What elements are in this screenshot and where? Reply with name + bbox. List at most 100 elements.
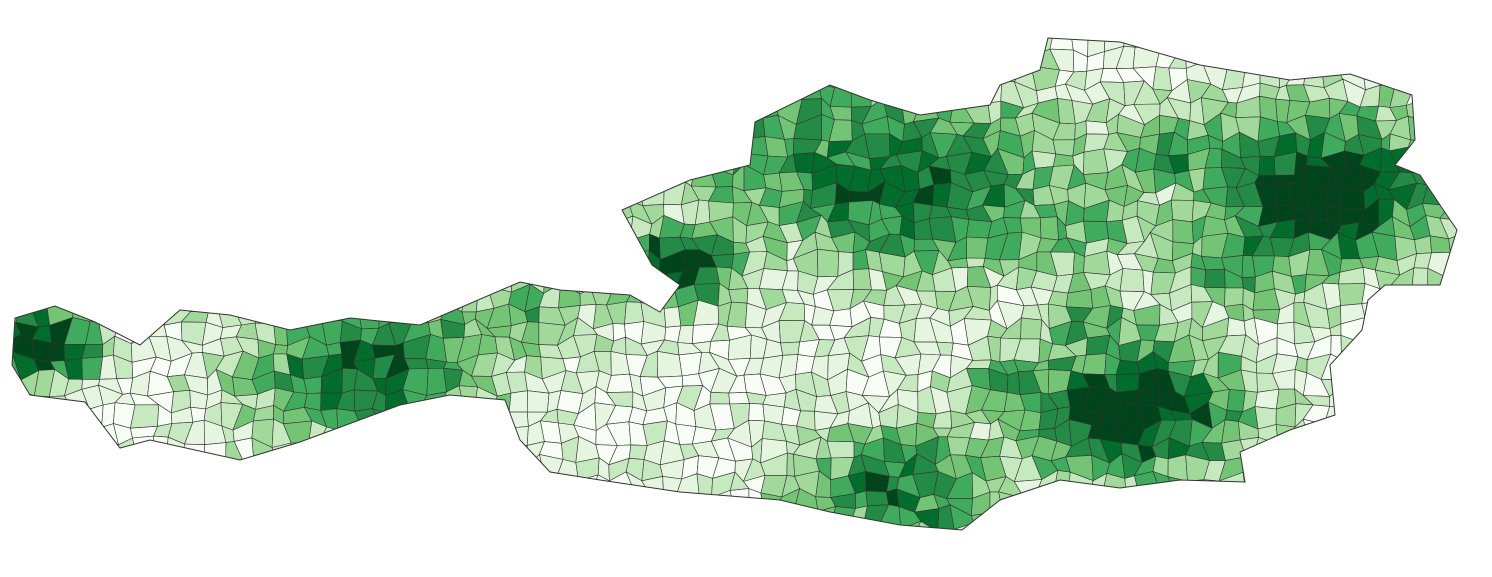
municipality <box>113 251 140 277</box>
municipality <box>690 62 710 83</box>
municipality <box>1115 373 1140 393</box>
municipality <box>17 149 35 171</box>
municipality <box>914 66 940 88</box>
municipality <box>121 122 133 141</box>
municipality <box>1463 320 1478 340</box>
municipality <box>1320 52 1346 70</box>
municipality <box>966 522 992 530</box>
municipality <box>198 273 227 293</box>
municipality <box>1440 494 1457 511</box>
municipality <box>691 96 715 125</box>
municipality <box>1354 38 1377 54</box>
municipality <box>202 520 223 530</box>
municipality <box>80 235 98 255</box>
municipality <box>455 436 477 463</box>
municipality <box>1218 524 1240 530</box>
municipality <box>556 80 579 106</box>
municipality <box>266 457 295 481</box>
municipality <box>597 168 616 189</box>
municipality <box>1456 389 1457 414</box>
municipality <box>1477 459 1492 475</box>
municipality <box>372 290 397 305</box>
municipality <box>322 489 346 510</box>
municipality <box>334 489 363 509</box>
municipality <box>32 216 52 244</box>
municipality <box>865 490 889 507</box>
municipality <box>1376 391 1390 409</box>
municipality <box>360 117 380 134</box>
municipality <box>18 265 38 284</box>
municipality <box>249 522 271 530</box>
municipality <box>1055 503 1068 530</box>
municipality <box>504 102 527 121</box>
municipality <box>234 283 261 310</box>
municipality <box>12 249 21 275</box>
municipality <box>1423 38 1445 54</box>
municipality <box>1356 494 1380 516</box>
municipality <box>98 300 124 328</box>
municipality <box>863 38 889 54</box>
municipality <box>1021 38 1034 56</box>
municipality <box>256 493 278 513</box>
municipality <box>67 235 91 255</box>
municipality <box>699 523 721 530</box>
municipality <box>334 70 362 91</box>
municipality <box>1438 509 1457 530</box>
municipality <box>184 526 211 530</box>
municipality <box>625 487 652 513</box>
municipality <box>1302 460 1331 482</box>
municipality <box>1388 38 1409 52</box>
municipality <box>320 70 340 91</box>
municipality <box>1020 317 1043 340</box>
municipality <box>1252 38 1280 54</box>
municipality <box>726 521 751 530</box>
municipality <box>45 270 67 286</box>
municipality <box>1428 388 1446 415</box>
municipality <box>33 150 51 174</box>
municipality <box>31 405 58 428</box>
municipality <box>321 38 345 54</box>
municipality <box>272 344 288 355</box>
municipality <box>12 199 21 223</box>
municipality <box>1031 529 1057 530</box>
municipality <box>1307 38 1332 54</box>
municipality <box>151 487 176 514</box>
municipality <box>322 470 346 492</box>
municipality <box>477 253 496 279</box>
municipality <box>334 215 364 242</box>
municipality <box>439 407 465 430</box>
municipality <box>167 79 193 109</box>
municipality <box>215 520 244 530</box>
municipality <box>182 458 205 480</box>
municipality <box>388 130 413 158</box>
municipality <box>538 80 567 102</box>
municipality <box>12 452 22 478</box>
municipality <box>96 224 118 241</box>
municipality <box>1372 357 1395 377</box>
municipality <box>48 96 69 124</box>
municipality <box>1438 153 1457 170</box>
municipality <box>387 526 407 530</box>
municipality <box>130 283 157 312</box>
municipality <box>461 288 479 313</box>
municipality <box>744 136 769 157</box>
municipality <box>452 253 482 279</box>
municipality <box>1459 266 1482 288</box>
municipality <box>1459 524 1482 550</box>
municipality <box>205 97 225 125</box>
municipality <box>1049 38 1074 51</box>
municipality <box>1456 47 1457 69</box>
municipality <box>1460 283 1480 311</box>
municipality <box>472 97 497 123</box>
municipality <box>273 489 292 513</box>
municipality <box>436 38 463 56</box>
municipality <box>360 131 372 159</box>
municipality <box>477 235 499 257</box>
municipality <box>1327 463 1348 482</box>
municipality <box>241 476 258 496</box>
municipality <box>266 474 295 498</box>
municipality <box>351 419 380 448</box>
municipality <box>1477 322 1492 339</box>
municipality <box>273 321 288 346</box>
municipality <box>182 218 204 240</box>
